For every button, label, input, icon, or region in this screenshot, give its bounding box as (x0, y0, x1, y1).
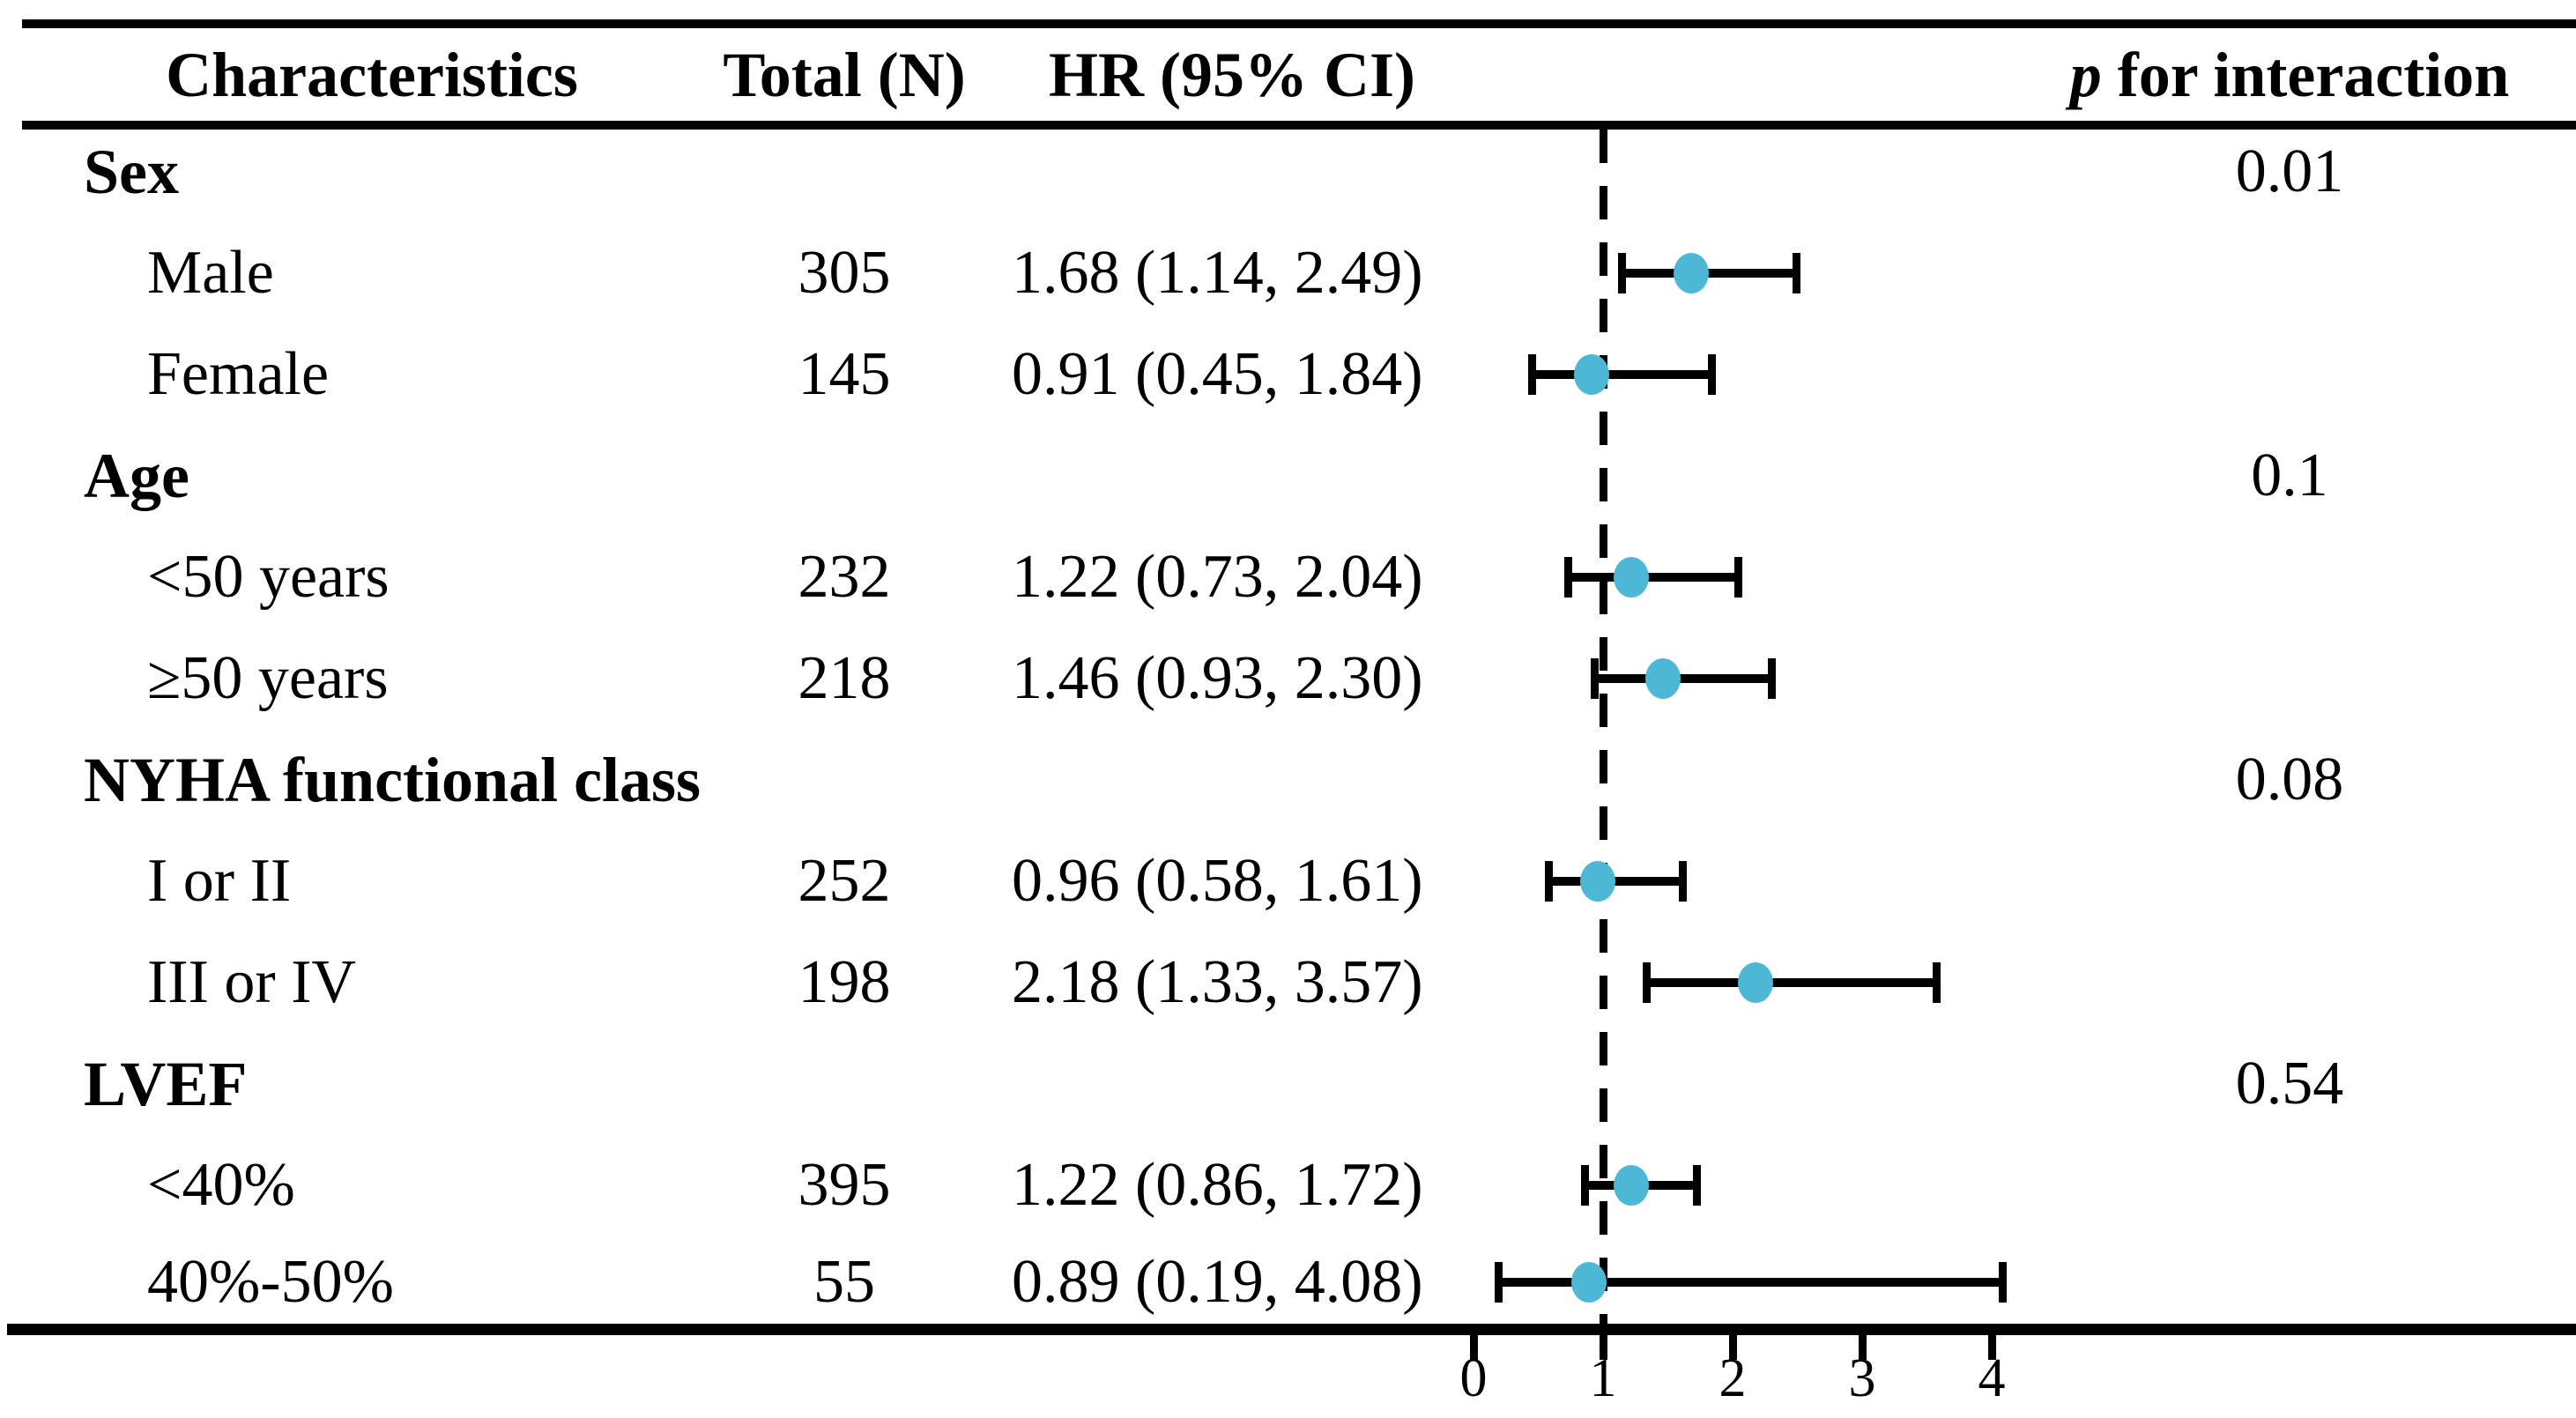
header-rule (22, 121, 2576, 130)
p-rest: for interaction (2101, 40, 2510, 110)
characteristic-label: NYHA functional class (84, 745, 702, 815)
x-tick-label: 2 (1719, 1348, 1747, 1408)
hr-marker (1570, 1262, 1607, 1303)
ci-cap-right (1678, 861, 1687, 902)
characteristic-label: <40% (147, 1151, 295, 1219)
hr-ci-value: 1.22 (0.86, 1.72) (1012, 1151, 1423, 1219)
ci-bar (1568, 573, 1738, 582)
hr-marker (1573, 354, 1609, 395)
ci-bar (1645, 978, 1936, 987)
table-header-row: Characteristics Total (N) HR (95% CI) p … (0, 40, 2576, 110)
x-tick-label: 1 (1589, 1348, 1617, 1408)
row-over-50-years: ≥50 years 218 1.46 (0.93, 2.30) (0, 643, 2576, 714)
ci-cap-left (1528, 354, 1537, 395)
hr-ci-value: 2.18 (1.33, 3.57) (1012, 948, 1423, 1016)
top-rule (22, 19, 2576, 28)
total-n-value: 145 (798, 340, 891, 408)
ci-cap-right (1733, 557, 1742, 598)
hr-marker (1673, 253, 1709, 293)
hr-ci-value: 0.96 (0.58, 1.61) (1012, 847, 1423, 915)
p-interaction-value: 0.1 (2251, 442, 2328, 509)
hr-ci-value: 1.46 (0.93, 2.30) (1012, 644, 1423, 712)
x-tick (1859, 1335, 1867, 1360)
ci-cap-right (1793, 253, 1801, 293)
row-lvef: LVEF 0.54 (0, 1049, 2576, 1119)
column-header-hr-ci: HR (95% CI) (1049, 40, 1415, 110)
total-n-value: 55 (813, 1248, 875, 1316)
column-header-total-n: Total (N) (723, 40, 966, 110)
total-n-value: 305 (798, 239, 891, 307)
x-tick-label: 0 (1459, 1348, 1488, 1408)
row-sex: Sex 0.01 (0, 137, 2576, 207)
x-tick (1988, 1335, 1996, 1360)
ci-cap-right (1932, 962, 1941, 1003)
characteristic-label: Female (147, 340, 330, 408)
row-nyha: NYHA functional class 0.08 (0, 745, 2576, 815)
characteristic-label: Age (84, 441, 189, 511)
characteristic-label: Sex (84, 137, 179, 207)
ci-bar (1532, 370, 1712, 379)
p-interaction-value: 0.01 (2235, 137, 2344, 205)
x-tick-label: 4 (1978, 1348, 2006, 1408)
p-italic: p (2069, 40, 2102, 110)
hr-ci-value: 1.22 (0.73, 2.04) (1012, 543, 1423, 611)
ci-cap-left (1581, 1165, 1590, 1206)
hr-marker (1644, 658, 1681, 699)
column-header-p-interaction: p for interaction (2069, 40, 2510, 110)
row-lvef-40-50: 40%-50% 55 0.89 (0.19, 4.08) (0, 1247, 2576, 1318)
ci-cap-right (1768, 658, 1777, 699)
x-tick-label: 3 (1848, 1348, 1876, 1408)
ci-cap-left (1564, 557, 1573, 598)
p-interaction-value: 0.08 (2235, 746, 2344, 813)
ci-cap-right (1998, 1262, 2007, 1303)
row-age: Age 0.1 (0, 441, 2576, 511)
characteristic-label: III or IV (147, 948, 357, 1016)
row-female: Female 145 0.91 (0.45, 1.84) (0, 339, 2576, 410)
ci-cap-left (1590, 658, 1599, 699)
p-interaction-value: 0.54 (2235, 1050, 2344, 1117)
ci-cap-left (1642, 962, 1651, 1003)
row-lvef-under-40: <40% 395 1.22 (0.86, 1.72) (0, 1150, 2576, 1221)
hr-marker (1614, 1165, 1650, 1206)
characteristic-label: I or II (147, 847, 292, 915)
ci-cap-left (1545, 861, 1554, 902)
hr-ci-value: 0.89 (0.19, 4.08) (1012, 1248, 1423, 1316)
total-n-value: 232 (798, 543, 891, 611)
hr-ci-value: 1.68 (1.14, 2.49) (1012, 239, 1423, 307)
total-n-value: 198 (798, 948, 891, 1016)
column-header-characteristics: Characteristics (166, 40, 578, 110)
ci-bar (1497, 1278, 2002, 1287)
bottom-rule (7, 1324, 2576, 1335)
total-n-value: 218 (798, 644, 891, 712)
x-tick (1470, 1335, 1478, 1360)
characteristic-label: <50 years (147, 543, 390, 611)
row-under-50-years: <50 years 232 1.22 (0.73, 2.04) (0, 542, 2576, 612)
reference-line (1600, 130, 1607, 1324)
row-male: Male 305 1.68 (1.14, 2.49) (0, 238, 2576, 308)
total-n-value: 252 (798, 847, 891, 915)
ci-cap-right (1692, 1165, 1701, 1206)
hr-marker (1614, 557, 1650, 598)
characteristic-label: LVEF (84, 1049, 248, 1119)
row-nyha-3-4: III or IV 198 2.18 (1.33, 3.57) (0, 947, 2576, 1018)
characteristic-label: ≥50 years (147, 644, 389, 712)
hr-ci-value: 0.91 (0.45, 1.84) (1012, 340, 1423, 408)
hr-marker (1580, 861, 1616, 902)
characteristic-label: 40%-50% (147, 1248, 394, 1316)
total-n-value: 395 (798, 1151, 891, 1219)
characteristic-label: Male (147, 239, 274, 307)
ci-cap-right (1708, 354, 1717, 395)
row-nyha-1-2: I or II 252 0.96 (0.58, 1.61) (0, 846, 2576, 917)
ci-cap-left (1494, 1262, 1503, 1303)
ci-cap-left (1617, 253, 1626, 293)
x-tick (1729, 1335, 1737, 1360)
hr-marker (1738, 962, 1774, 1003)
ci-bar (1593, 674, 1772, 683)
x-tick (1600, 1335, 1607, 1360)
